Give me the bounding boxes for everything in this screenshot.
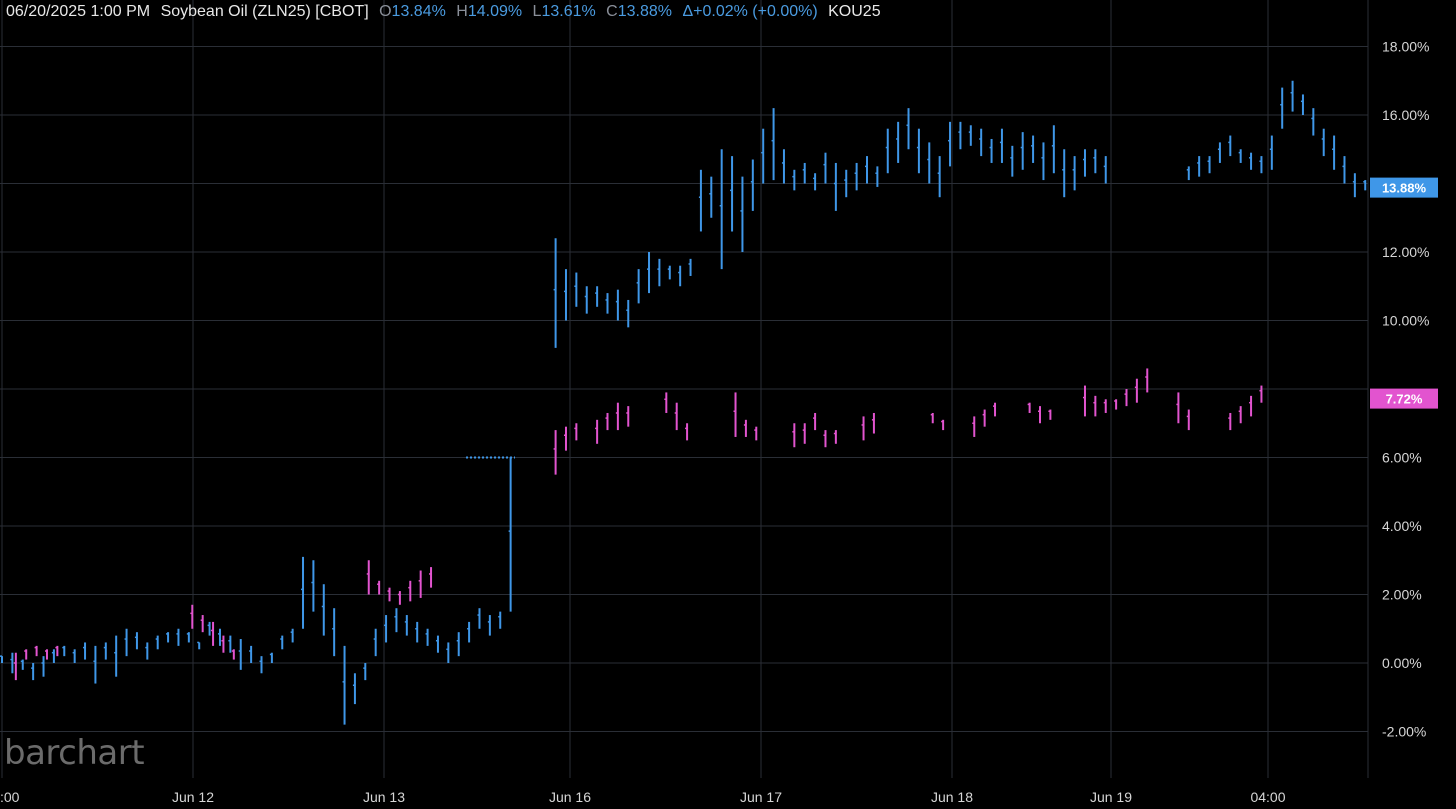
x-axis: :00 Jun 12 Jun 13 Jun 16 Jun 17 Jun 18 Jun 19 0… (0, 789, 1286, 805)
x-tick-label: :00 (0, 789, 20, 805)
y-tick-label: 6.00% (1382, 450, 1422, 466)
grid (0, 0, 1369, 778)
y-tick-label: 10.00% (1382, 313, 1429, 329)
close-value: 13.88% (617, 3, 672, 20)
change-value: Δ+0.02% (+0.00%) (682, 3, 818, 20)
x-tick-label: Jun 17 (740, 789, 782, 805)
open-label: O (379, 3, 392, 20)
y-tick-label: 0.00% (1382, 655, 1422, 671)
y-tick-label: -2.00% (1382, 724, 1426, 740)
low-label: L (532, 3, 542, 20)
close-label: C (606, 3, 618, 20)
quote-header: 06/20/2025 1:00 PM Soybean Oil (ZLN25) [… (6, 3, 881, 25)
quote-datetime: 06/20/2025 1:00 PM (6, 3, 151, 20)
last-value-badge (1370, 177, 1438, 198)
x-tick-label: Jun 13 (363, 789, 405, 805)
y-tick-label: 4.00% (1382, 518, 1422, 534)
series-ZLN25 (0, 80, 1367, 725)
barchart-logo: barchart (4, 733, 145, 773)
compare-symbol: KOU25 (828, 3, 881, 20)
plot-area (0, 80, 1367, 725)
x-tick-label: 04:00 (1250, 789, 1285, 805)
last-value-label: 13.88% (1382, 181, 1427, 196)
x-tick-label: Jun 18 (931, 789, 973, 805)
x-tick-label: Jun 16 (549, 789, 591, 805)
high-value: 14.09% (467, 3, 523, 20)
high-label: H (456, 3, 468, 20)
y-tick-label: 18.00% (1382, 39, 1429, 55)
last-value-badge (1370, 388, 1438, 409)
last-value-label: 7.72% (1386, 392, 1423, 407)
y-tick-label: 2.00% (1382, 587, 1422, 603)
open-value: 13.84% (391, 3, 446, 20)
y-axis: 18.00% 16.00% 12.00% 10.00% 6.00% 4.00% 2.00% 0… (1370, 39, 1438, 740)
y-tick-label: 12.00% (1382, 244, 1429, 260)
x-tick-label: Jun 19 (1090, 789, 1132, 805)
low-value: 13.61% (541, 3, 596, 20)
quote-symbol: Soybean Oil (ZLN25) [CBOT] (160, 3, 369, 20)
series-KOU25 (13, 368, 1263, 681)
y-tick-label: 16.00% (1382, 107, 1429, 123)
x-tick-label: Jun 12 (172, 789, 214, 805)
